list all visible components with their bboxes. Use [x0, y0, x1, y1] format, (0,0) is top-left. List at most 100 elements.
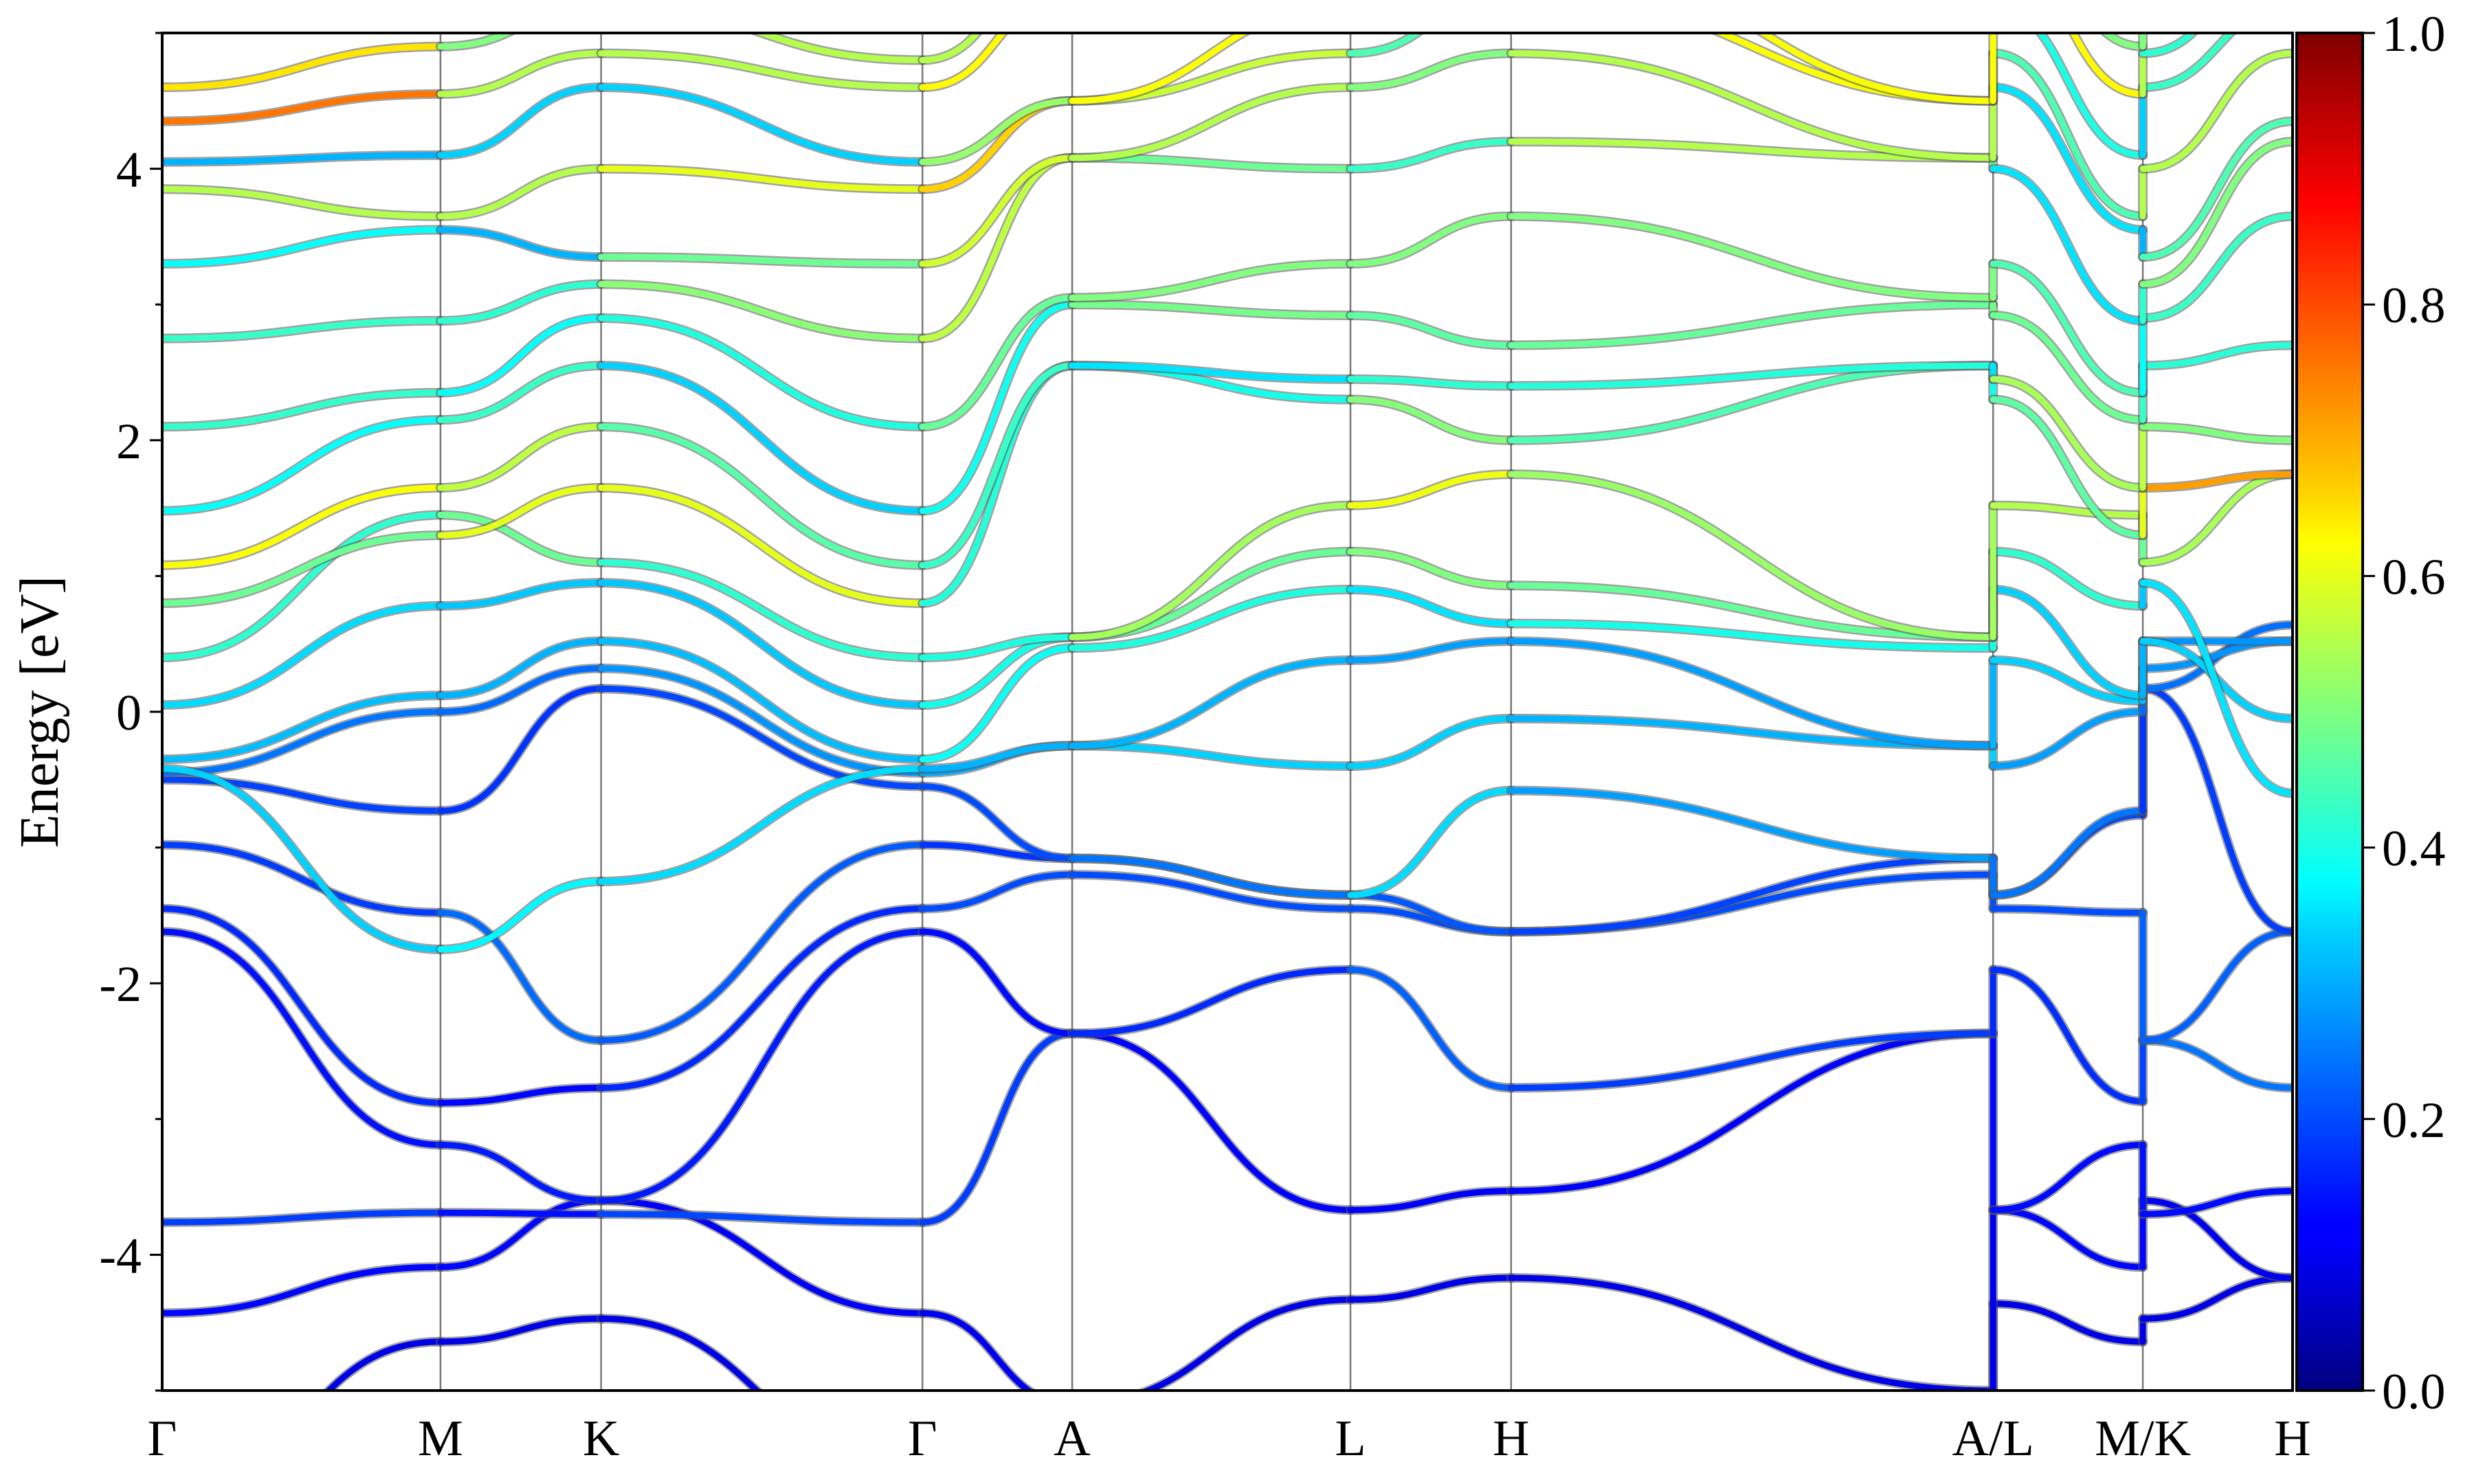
band-segment	[437, 1315, 605, 1345]
band-segment	[1347, 213, 1515, 267]
band-segment-outline	[1511, 1431, 1993, 1484]
band-segment	[1990, 548, 2146, 609]
band-segment	[919, 33, 1007, 91]
k-point-label: A	[1054, 1410, 1090, 1467]
band-segment	[162, 842, 444, 916]
band-segment	[1347, 548, 1515, 589]
band-segment	[919, 294, 1076, 430]
band-segment	[1347, 396, 1515, 444]
band-segment	[598, 638, 926, 763]
band-segment	[2139, 579, 2293, 797]
band-segment	[1069, 871, 1354, 912]
k-point-label: L	[1335, 1410, 1366, 1467]
band-segment	[2139, 685, 2293, 935]
band-segment	[162, 532, 444, 607]
band-segment	[598, 315, 926, 430]
band-segment	[1990, 708, 2146, 769]
band-lines	[162, 0, 2293, 1484]
band-segment	[162, 928, 444, 1148]
band-segment	[1069, 502, 1354, 640]
colorbar-tick-label: 0.8	[2382, 278, 2446, 334]
band-segment	[1508, 301, 1996, 348]
colorbar-tick-label: 0.6	[2382, 549, 2446, 605]
band-b4	[162, 927, 2293, 1206]
colorbar-ticks: 0.0 0.2 0.4 0.6 0.8 1.0	[2363, 6, 2446, 1420]
band-segment	[437, 84, 605, 159]
band-segment	[2139, 138, 2293, 288]
y-axis: -4 -2 0 2 4	[99, 32, 162, 1392]
band-segment	[1508, 582, 1996, 640]
band-segment	[1990, 807, 2146, 899]
band-segment	[1069, 84, 1354, 161]
band-segment	[1990, 966, 2146, 1105]
k-point-label: K	[583, 1410, 619, 1467]
band-segment	[162, 152, 444, 166]
band-segment	[1990, 657, 2146, 704]
band-segment	[162, 186, 444, 220]
band-segment	[1990, 1301, 2146, 1345]
band-segment	[2139, 1197, 2293, 1281]
band-segment-outline	[1072, 1445, 1350, 1484]
band-segment	[2139, 423, 2293, 444]
band-segment	[437, 423, 605, 491]
band-segment	[162, 692, 444, 763]
band-segment	[1511, 1431, 1993, 1484]
band-segment	[1347, 966, 1515, 1091]
band-segment	[922, 1472, 1072, 1484]
band-segment	[1990, 260, 2146, 396]
band-segment	[1508, 855, 1996, 935]
band-segment	[162, 416, 444, 515]
band-segment	[1508, 213, 1996, 301]
y-tick-label: 4	[116, 142, 142, 199]
band-segment	[2139, 928, 2293, 1044]
band-segment	[1990, 1141, 2146, 1213]
band-segment	[162, 1263, 444, 1316]
band-segment	[2069, 33, 2146, 98]
k-point-label: H	[1493, 1410, 1529, 1467]
band-segment	[1508, 1030, 1996, 1091]
band-segment	[2139, 33, 2236, 91]
band-segment	[1072, 1445, 1350, 1484]
k-point-label: Γ	[148, 1410, 177, 1467]
band-b21	[162, 33, 2200, 126]
colorbar: 0.0 0.2 0.4 0.6 0.8 1.0	[2295, 6, 2446, 1420]
band-segment	[1508, 362, 1996, 390]
band-b17	[162, 137, 2293, 344]
band-segment	[437, 1141, 605, 1204]
colorbar-tick-label: 0.2	[2382, 1092, 2446, 1149]
band-segment	[598, 166, 926, 192]
band-segment	[2139, 1188, 2293, 1217]
colorbar-frame	[2295, 32, 2364, 1392]
band-segment	[437, 878, 605, 953]
band-segment	[598, 665, 926, 776]
k-point-label: Γ	[908, 1410, 937, 1467]
band-segment	[919, 644, 1076, 763]
band-segment	[437, 685, 605, 814]
k-point-label: H	[2274, 1410, 2310, 1467]
band-segment-outline	[1350, 0, 1511, 5]
band-segment	[437, 579, 605, 609]
band-b12	[162, 469, 2293, 662]
band-segment	[2139, 341, 2293, 369]
band-segment	[162, 43, 444, 91]
band-segment	[162, 1209, 444, 1226]
band-segment-outline	[922, 1472, 1072, 1484]
band-segment	[437, 1084, 605, 1106]
band-segment	[1347, 586, 1515, 627]
band-segment	[1347, 33, 1423, 57]
band-segment	[162, 484, 444, 569]
band-segment	[1508, 138, 1996, 161]
band-segment	[1990, 312, 2146, 423]
band-segment	[1347, 50, 1515, 91]
band-segment	[437, 50, 605, 98]
colorbar-tick-label: 0.4	[2382, 821, 2446, 877]
band-segment	[1508, 471, 1996, 640]
band-segment	[1757, 33, 1996, 104]
band-segment	[1508, 50, 1996, 161]
band-segment	[1347, 1188, 1515, 1213]
band-segment	[162, 390, 444, 430]
band-segment	[752, 33, 926, 64]
band-segment	[437, 638, 605, 699]
band-segment	[1990, 166, 2146, 324]
k-point-label: M	[418, 1410, 463, 1467]
